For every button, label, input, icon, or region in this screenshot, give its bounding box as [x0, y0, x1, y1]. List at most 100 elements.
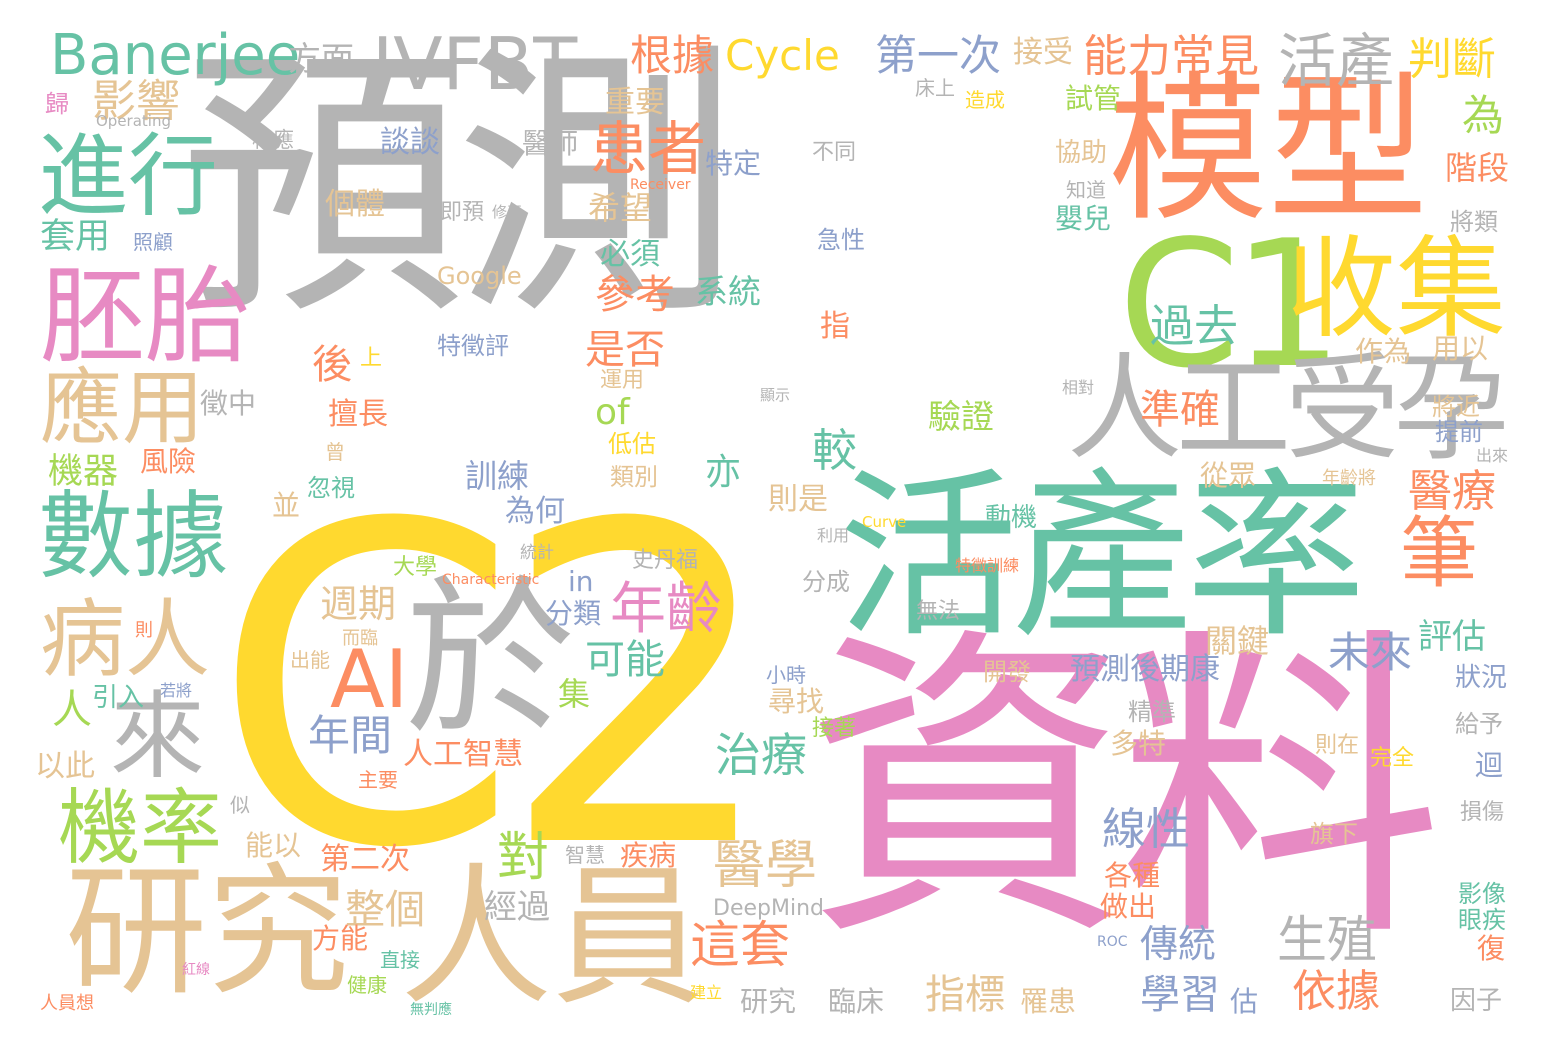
- word-gui: 歸: [45, 90, 69, 118]
- word-hou: 後: [312, 342, 352, 388]
- word-shiguan: 試管: [1065, 82, 1122, 115]
- word-jiankang: 健康: [347, 973, 387, 997]
- word-fengxian: 風險: [140, 445, 197, 478]
- word-zhouqi: 週期: [320, 582, 397, 626]
- word-tongji: 統計: [520, 543, 554, 563]
- word-shang: 上: [360, 346, 383, 371]
- word-yongyi: 用以: [1432, 332, 1489, 365]
- word-jiangjin: 將近: [1432, 393, 1480, 421]
- word-dongji: 動機: [985, 503, 1038, 533]
- word-yanzheng: 驗證: [928, 397, 994, 436]
- word-bing: 並: [272, 489, 301, 522]
- word-chulai: 出來: [1476, 446, 1509, 465]
- word-jiqi: 機器: [48, 452, 119, 492]
- word-kaifa: 開發: [983, 658, 1031, 686]
- word-yiju: 依據: [1292, 966, 1380, 1017]
- word-wei: 為: [1462, 91, 1505, 140]
- word-bingren: 病人: [40, 591, 211, 690]
- word-lihuan: 罹患: [1020, 985, 1077, 1018]
- word-zhunque: 準確: [1140, 387, 1220, 433]
- word-chuangshang: 床上: [915, 76, 955, 100]
- word-zhidao: 知道: [1066, 178, 1106, 202]
- word-guanjian: 關鍵: [1205, 622, 1270, 660]
- word-of: of: [595, 392, 630, 433]
- word-jiezhe: 接著: [812, 716, 857, 741]
- word-renyuan: 人員: [400, 849, 704, 1026]
- word-keneng: 可能: [585, 637, 665, 683]
- word-jilv: 機率: [58, 781, 223, 876]
- word-xiangying: 相應: [252, 128, 294, 152]
- word-yingxiang2: 影像: [1458, 880, 1506, 908]
- word-fangmian: 方面: [288, 39, 354, 78]
- word-zhijie: 直接: [380, 948, 420, 972]
- word-google: Google: [437, 262, 522, 290]
- word-qixia: 旗下: [1310, 820, 1358, 848]
- word-erlin: 而臨: [342, 628, 378, 649]
- word-ren: 人: [52, 687, 92, 733]
- word-receiver: Receiver: [630, 177, 691, 193]
- word-chuneng: 出能: [290, 648, 330, 672]
- word-daxue: 大學: [393, 555, 438, 580]
- word-wufa: 無法: [916, 599, 961, 624]
- word-peitai: 胚胎: [40, 256, 251, 378]
- word-jiyu: 即預: [440, 200, 485, 225]
- word-hui: 迴: [1475, 749, 1504, 782]
- word-yingxiang: 影響: [92, 76, 180, 127]
- word-taoyong: 套用: [40, 217, 111, 257]
- word-shanchang: 擅長: [328, 397, 388, 432]
- word-xianshi: 顯示: [760, 386, 791, 404]
- word-yanjiu-small: 研究: [740, 985, 797, 1018]
- word-ceng: 曾: [325, 440, 345, 464]
- word-nianlingjiang: 年齡將: [1322, 468, 1376, 489]
- word-zhengge: 整個: [345, 887, 425, 933]
- word-xunlian: 訓練: [465, 457, 530, 495]
- word-fu: 復: [1477, 932, 1506, 965]
- word-wanquan: 完全: [1370, 746, 1415, 771]
- word-duote: 多特: [1110, 727, 1167, 760]
- word-nianling: 年齡: [610, 577, 722, 642]
- word-xiwang: 希望: [588, 189, 653, 227]
- word-weihe: 為何: [505, 494, 565, 529]
- word-jiao: 較: [812, 424, 858, 477]
- word-wupanying: 無判應: [410, 1002, 452, 1018]
- word-hongxian: 紅線: [182, 962, 210, 978]
- word-xiangdui: 相對: [1062, 378, 1095, 397]
- word-gu: 估: [1230, 985, 1259, 1018]
- word-rengongshouyun: 人工受孕: [1067, 342, 1509, 476]
- word-zhibiao: 指標: [925, 972, 1005, 1018]
- word-digu: 低估: [608, 430, 656, 458]
- word-diyici: 第一次: [875, 31, 1002, 80]
- word-jieshou: 接受: [1013, 35, 1073, 70]
- word-roc: ROC: [1097, 934, 1128, 950]
- word-zhongyao: 重要: [605, 85, 665, 120]
- word-jixing: 急性: [817, 226, 865, 254]
- word-jianglei: 將類: [1450, 208, 1498, 236]
- word-zhihui: 智慧: [565, 843, 605, 867]
- word-bixu: 必須: [600, 237, 660, 272]
- word-zhuangkuang: 狀況: [1455, 663, 1508, 693]
- word-jibing: 疾病: [620, 839, 677, 872]
- word-yici: 以此: [35, 749, 95, 784]
- word-zhaogu: 照顧: [133, 230, 173, 254]
- word-characteristic: Characteristic: [442, 572, 540, 588]
- word-ji: 集: [558, 675, 591, 713]
- word-yanji: 眼疾: [1458, 906, 1506, 934]
- word-weilai: 未來: [1328, 628, 1413, 677]
- word-zezai: 則在: [1315, 733, 1360, 758]
- word-nengli: 能力常見: [1083, 31, 1259, 82]
- word-nengyi: 能以: [245, 829, 302, 862]
- word-ziliao: 資料: [805, 601, 1443, 980]
- word-genju: 根據: [630, 31, 715, 80]
- word-xianxing: 線性: [1102, 804, 1190, 855]
- word-in: in: [568, 565, 594, 598]
- word-yucehouqikang: 預測後期康: [1070, 652, 1220, 687]
- word-cankao: 參考: [595, 272, 675, 318]
- word-sunshang: 損傷: [1460, 800, 1505, 825]
- word-liyong: 利用: [817, 526, 850, 545]
- word-butong: 不同: [812, 140, 857, 165]
- word-zaocheng: 造成: [965, 88, 1005, 112]
- word-teding: 特定: [705, 147, 762, 180]
- word-tezhengxunlian: 特徵訓練: [955, 556, 1020, 575]
- word-fangneng: 方能: [312, 922, 369, 955]
